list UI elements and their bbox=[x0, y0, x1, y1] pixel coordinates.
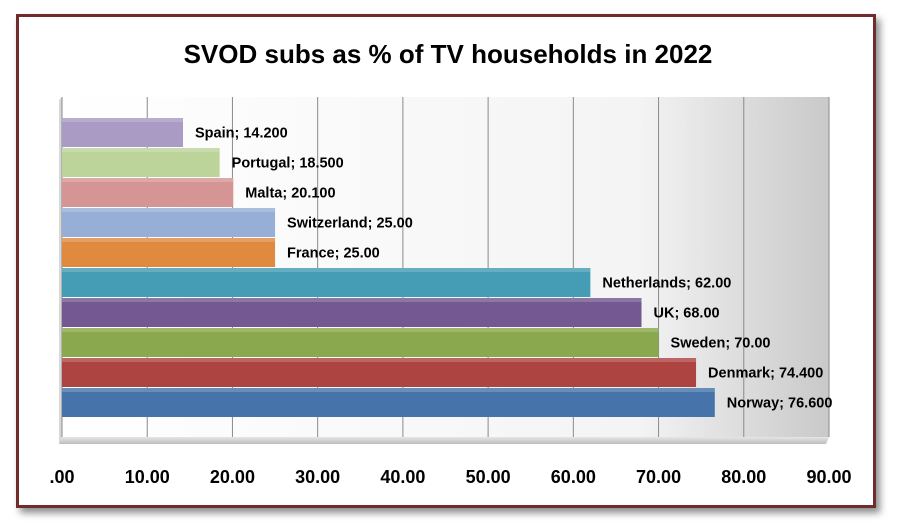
data-label-denmark: Denmark; 74.400 bbox=[708, 366, 823, 382]
x-tick-label-5: 50.00 bbox=[466, 467, 511, 487]
bar-highlight-sweden bbox=[62, 328, 659, 332]
x-tick-label-0: .00 bbox=[49, 467, 74, 487]
x-tick-labels: .00 10.00 20.00 30.00 40.00 50.00 60.00 70.00 80… bbox=[49, 467, 851, 487]
x-tick-label-2: 20.00 bbox=[210, 467, 255, 487]
plot-side-wall bbox=[59, 97, 62, 444]
data-label-uk: UK; 68.00 bbox=[654, 306, 720, 322]
data-label-switzerland: Switzerland; 25.00 bbox=[287, 216, 413, 232]
x-tick-label-1: 10.00 bbox=[125, 467, 170, 487]
chart-title: SVOD subs as % of TV households in 2022 bbox=[184, 39, 713, 69]
data-labels: Spain; 14.200 Portugal; 18.500 Malta; 20.1… bbox=[195, 126, 832, 412]
data-label-norway: Norway; 76.600 bbox=[727, 396, 833, 412]
bar-malta bbox=[62, 178, 234, 207]
bar-highlight-denmark bbox=[62, 358, 697, 362]
data-label-portugal: Portugal; 18.500 bbox=[232, 156, 344, 172]
bar-switzerland bbox=[62, 208, 276, 237]
bar-highlight-portugal bbox=[62, 148, 220, 152]
x-tick-label-9: 90.00 bbox=[806, 467, 851, 487]
x-tick-label-3: 30.00 bbox=[295, 467, 340, 487]
bar-netherlands bbox=[62, 268, 591, 297]
bar-highlight-malta bbox=[62, 178, 234, 182]
bar-highlight-switzerland bbox=[62, 208, 276, 212]
x-tick-label-4: 40.00 bbox=[380, 467, 425, 487]
data-label-malta: Malta; 20.100 bbox=[245, 186, 335, 202]
bar-spain bbox=[62, 118, 184, 147]
data-label-spain: Spain; 14.200 bbox=[195, 126, 288, 142]
bar-sweden bbox=[62, 328, 659, 357]
bar-denmark bbox=[62, 358, 697, 387]
plot-floor bbox=[59, 437, 829, 444]
data-label-france: France; 25.00 bbox=[287, 246, 380, 262]
bar-highlight-netherlands bbox=[62, 268, 591, 272]
data-label-netherlands: Netherlands; 62.00 bbox=[602, 276, 731, 292]
x-tick-label-8: 80.00 bbox=[721, 467, 766, 487]
bar-highlight-spain bbox=[62, 118, 184, 122]
x-tick-label-7: 70.00 bbox=[636, 467, 681, 487]
data-label-sweden: Sweden; 70.00 bbox=[671, 336, 771, 352]
bar-highlight-france bbox=[62, 238, 276, 242]
bar-france bbox=[62, 238, 276, 267]
bar-portugal bbox=[62, 148, 220, 177]
bar-uk bbox=[62, 298, 642, 327]
x-tick-label-6: 60.00 bbox=[551, 467, 596, 487]
bar-highlight-norway bbox=[62, 388, 715, 392]
bars bbox=[62, 118, 715, 417]
bar-norway bbox=[62, 388, 715, 417]
bar-highlight-uk bbox=[62, 298, 642, 302]
